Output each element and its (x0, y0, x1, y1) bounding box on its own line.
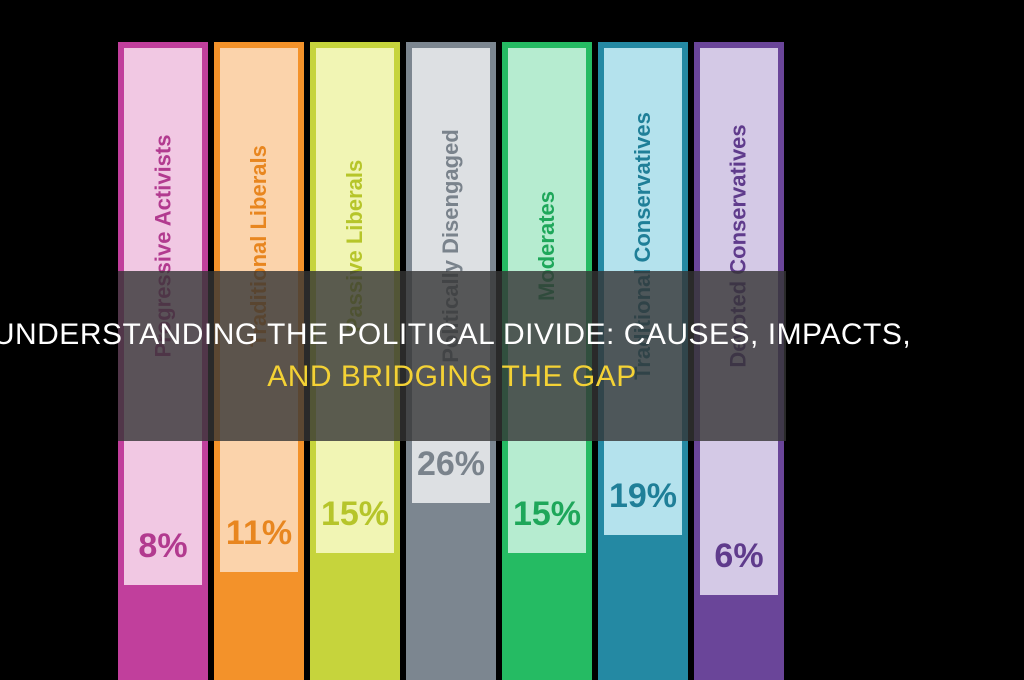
data-label-1: 8% (138, 527, 188, 566)
title-banner: Understanding the Political Divide: Caus… (0, 271, 911, 441)
data-label-4: 26% (416, 444, 486, 483)
page-title-line-2: and Bridging the Gap (267, 360, 637, 393)
page-title-line-1: Understanding the Political Divide: Caus… (0, 318, 912, 351)
data-label-6: 19% (608, 476, 678, 515)
data-label-2: 11% (225, 513, 293, 552)
data-label-7: 6% (714, 536, 764, 575)
data-label-5: 15% (512, 495, 582, 534)
data-label-3: 15% (320, 495, 390, 534)
